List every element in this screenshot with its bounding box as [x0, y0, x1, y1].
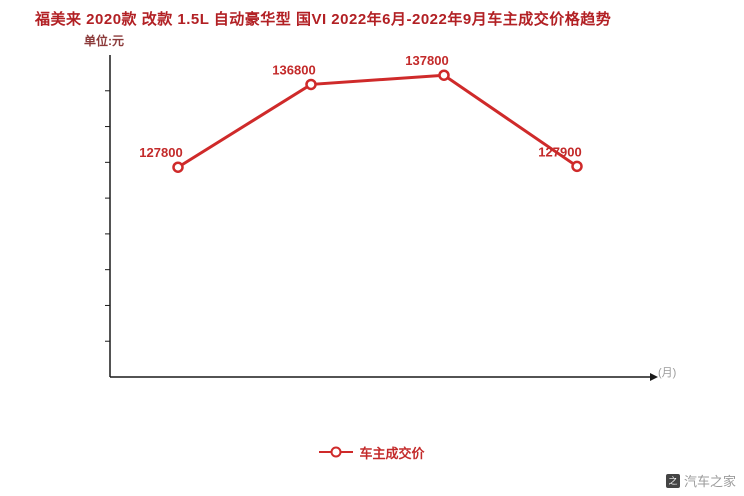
x-axis-arrow-icon: [650, 373, 658, 381]
x-axis-unit-label: (月): [658, 367, 677, 379]
autohome-logo-icon: 之: [665, 473, 680, 488]
data-point-label: 137800: [405, 53, 448, 68]
legend-label: 车主成交价: [359, 445, 425, 461]
data-point-label: 127800: [139, 145, 182, 160]
data-point: [438, 69, 450, 81]
site-watermark: 之 汽车之家: [665, 471, 736, 490]
watermark-text: 汽车之家: [683, 474, 736, 489]
data-point: [305, 78, 317, 91]
data-point: [571, 160, 583, 173]
data-point: [172, 161, 184, 173]
series-line: [177, 73, 578, 169]
data-point-label: 136800: [272, 62, 315, 77]
chart-legend: 车主成交价: [0, 442, 744, 462]
y-axis-unit-label: 单位:元: [84, 34, 124, 48]
chart-title: 福美来 2020款 改款 1.5L 自动豪华型 国VI 2022年6月-2022…: [35, 11, 612, 28]
data-point-label: 127900: [538, 144, 581, 159]
legend-marker-icon: [319, 446, 354, 458]
